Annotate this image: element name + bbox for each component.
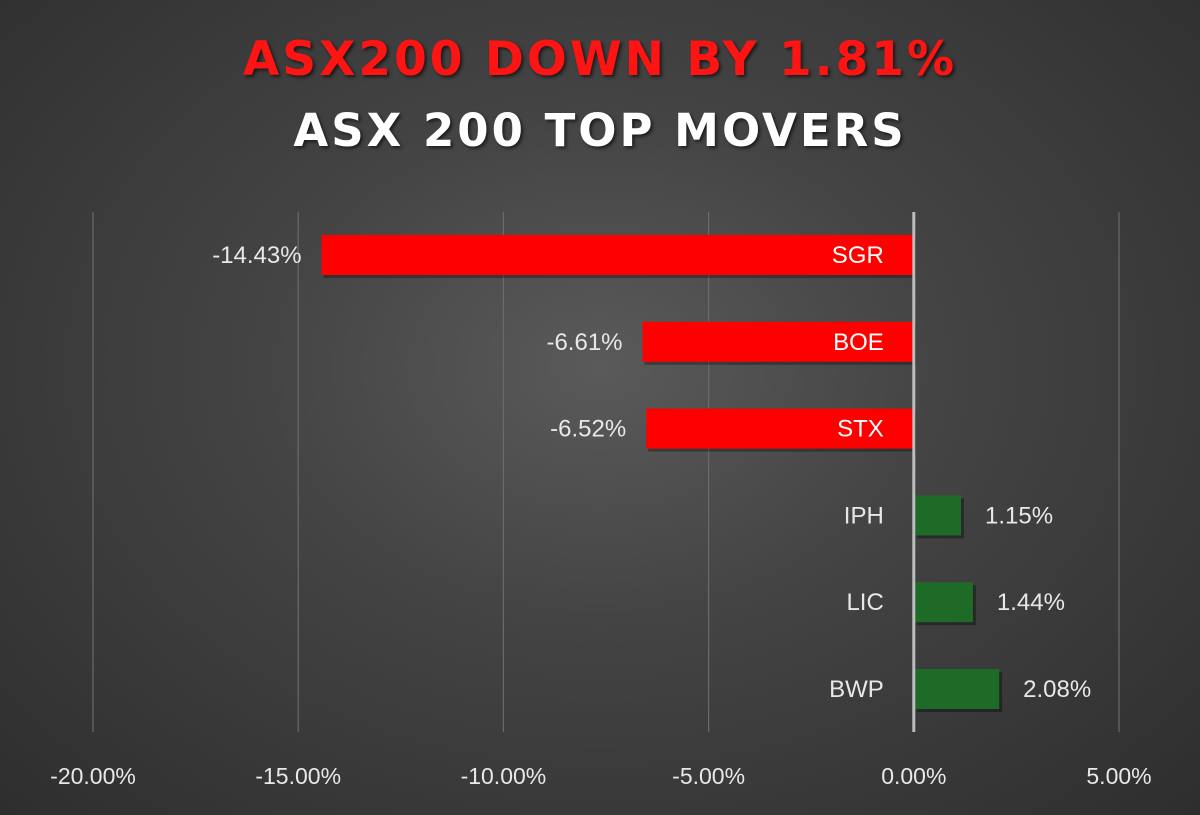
- bars: [321, 235, 1003, 712]
- category-label: BOE: [833, 329, 884, 356]
- bar: [321, 235, 914, 275]
- x-tick-label: 5.00%: [1086, 763, 1151, 789]
- x-tick-label: -20.00%: [50, 763, 136, 789]
- gridlines: [92, 212, 1120, 732]
- value-label: -6.52%: [550, 416, 626, 443]
- bar: [913, 669, 1000, 709]
- category-label: IPH: [844, 502, 884, 529]
- x-tick-label: -10.00%: [461, 763, 547, 789]
- category-label: BWP: [829, 676, 884, 703]
- value-label: -6.61%: [546, 329, 622, 356]
- bar: [913, 495, 961, 536]
- category-label: LIC: [846, 589, 883, 616]
- bar: [913, 582, 973, 623]
- category-label: SGR: [832, 242, 884, 269]
- labels: SGR -14.43% BOE -6.61% STX -6.52% IPH 1.15% LIC 1…: [212, 242, 1091, 703]
- value-label: -14.43%: [212, 242, 301, 269]
- x-tick-label: 0.00%: [881, 763, 946, 789]
- x-tick-label: -15.00%: [255, 763, 341, 789]
- x-axis-ticks: -20.00% -15.00% -10.00% -5.00% 0.00% 5.00%: [50, 763, 1151, 789]
- value-label: 2.08%: [1023, 676, 1091, 703]
- bar: [646, 408, 914, 449]
- value-label: 1.44%: [997, 589, 1065, 616]
- x-tick-label: -5.00%: [672, 763, 745, 789]
- headline: ASX200 DOWN BY 1.81%: [242, 32, 958, 87]
- bar: [642, 321, 914, 362]
- value-label: 1.15%: [985, 502, 1053, 529]
- subheadline: ASX 200 TOP MOVERS: [293, 104, 907, 157]
- category-label: STX: [837, 416, 884, 443]
